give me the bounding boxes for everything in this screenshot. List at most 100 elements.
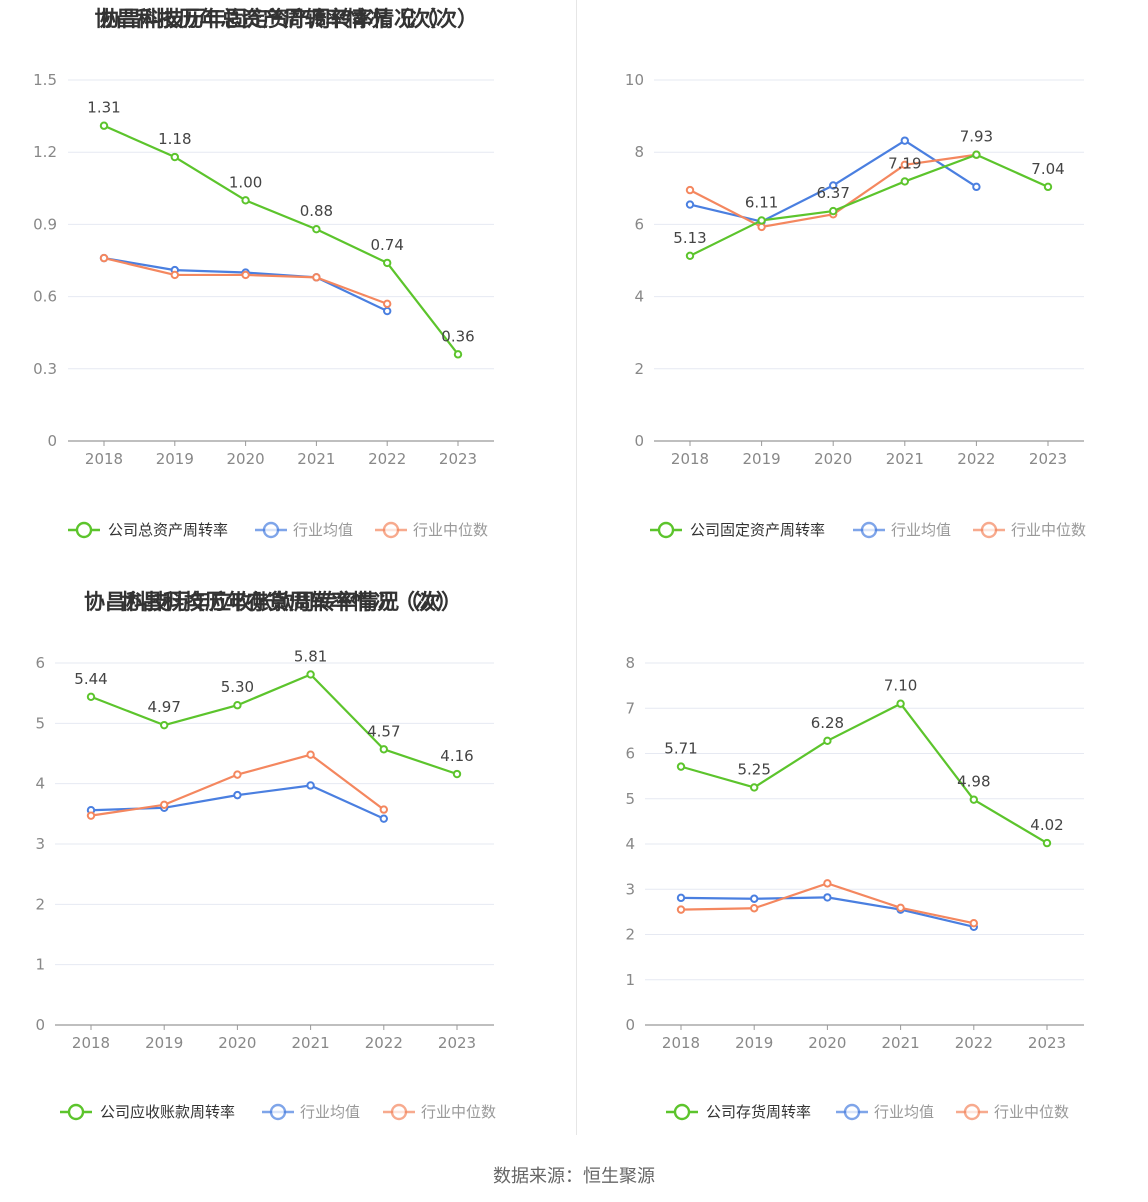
data-point-company bbox=[1043, 182, 1053, 192]
chart-canvas: 协昌科技历年存货周转率情况（次） 0 1 2 3 4 5 6 7 8 2018 2019 2020 202… bbox=[121, 590, 1084, 1121]
chart-canvas: 协昌科技历年固定资产周转率情况（次） 0 2 4 6 8 10 2018 2019 2020 202… bbox=[100, 7, 1086, 539]
y-tick-label: 5 bbox=[625, 790, 635, 808]
data-point-industry-median bbox=[170, 270, 180, 280]
y-tick-label: 1 bbox=[625, 971, 635, 989]
data-point-company bbox=[379, 745, 388, 754]
data-point-industry-avg bbox=[306, 781, 315, 790]
data-point-industry-avg bbox=[383, 306, 392, 316]
x-tick-label: 2023 bbox=[1028, 1034, 1066, 1052]
legend-marker-industry-median bbox=[390, 1103, 408, 1121]
data-point-industry-avg bbox=[972, 182, 981, 192]
y-tick-label: 1.5 bbox=[33, 71, 57, 89]
y-tick-label: 0 bbox=[47, 432, 57, 450]
chart-canvas: 协昌科技历年总资产周转率情况（次） 0 0.3 0.6 0.9 1.2 1.5 2018 201… bbox=[33, 7, 494, 539]
legend-label-company: 公司总资产周转率 bbox=[108, 521, 228, 539]
data-label: 5.81 bbox=[294, 647, 327, 665]
x-tick-label: 2022 bbox=[368, 450, 406, 468]
legend-marker-industry-avg bbox=[860, 521, 878, 539]
data-point-company bbox=[829, 206, 838, 216]
data-label: 1.00 bbox=[229, 173, 262, 191]
data-point-company bbox=[453, 350, 463, 359]
data-label: 1.31 bbox=[87, 99, 120, 117]
x-tick-label: 2018 bbox=[671, 450, 709, 468]
legend-marker-company bbox=[67, 1103, 85, 1121]
data-point-industry-median bbox=[750, 904, 759, 913]
chart-svg: 协昌科技历年存货周转率情况（次） 0 1 2 3 4 5 6 7 8 2018 2019 2020 202… bbox=[121, 590, 1084, 1121]
legend-marker-industry-median bbox=[963, 1103, 981, 1121]
y-tick-label: 0.6 bbox=[33, 288, 57, 306]
data-label: 5.30 bbox=[221, 678, 254, 696]
panel-divider bbox=[576, 0, 577, 1135]
data-point-industry-avg bbox=[750, 894, 759, 903]
legend-label-company: 公司应收账款周转率 bbox=[100, 1103, 235, 1121]
chart-canvas: 协昌科技历年应收账款周转率情况（次） 0 1 2 3 4 5 6 2018 2019 2020 202… bbox=[35, 590, 496, 1121]
data-point-company bbox=[676, 762, 686, 771]
series-line-industry-avg bbox=[680, 896, 975, 928]
chart-title: 协昌科技历年存货周转率情况（次） bbox=[121, 590, 457, 614]
chart-title: 协昌科技历年应收账款周转率情况（次） bbox=[84, 590, 462, 614]
legend-label-industry-avg: 行业均值 bbox=[293, 521, 353, 539]
chart-receivables-turnover: 协昌科技历年应收账款周转率情况（次） 0 1 2 3 4 5 6 2018 2019 2020 202… bbox=[0, 582, 574, 1164]
legend-marker-industry-median bbox=[382, 521, 400, 539]
data-point-industry-median bbox=[383, 299, 392, 309]
y-tick-label: 6 bbox=[625, 745, 635, 763]
data-point-industry-median bbox=[86, 811, 96, 820]
y-tick-label: 1 bbox=[35, 956, 45, 974]
chart-svg: 协昌科技历年固定资产周转率情况（次） 0 2 4 6 8 10 2018 2019 2020 202… bbox=[100, 7, 1086, 539]
series-line-industry-avg bbox=[90, 784, 385, 820]
y-tick-label: 5 bbox=[35, 714, 45, 732]
data-label: 7.04 bbox=[1031, 160, 1064, 178]
data-point-company bbox=[900, 177, 909, 186]
data-point-industry-median bbox=[312, 273, 321, 282]
data-label: 5.13 bbox=[673, 229, 706, 247]
legend-label-industry-avg: 行业均值 bbox=[891, 521, 951, 539]
data-label: 7.93 bbox=[960, 128, 993, 146]
data-point-company bbox=[160, 720, 169, 730]
data-point-company bbox=[99, 121, 109, 130]
data-point-industry-avg bbox=[676, 893, 686, 903]
data-point-industry-avg bbox=[900, 136, 909, 145]
x-tick-label: 2021 bbox=[886, 450, 924, 468]
y-tick-label: 2 bbox=[634, 360, 644, 378]
x-tick-label: 2022 bbox=[955, 1034, 993, 1052]
data-point-industry-median bbox=[99, 253, 109, 263]
data-point-industry-avg bbox=[823, 893, 832, 902]
data-label: 6.11 bbox=[745, 193, 778, 211]
x-tick-label: 2021 bbox=[882, 1034, 920, 1052]
data-label: 4.02 bbox=[1030, 816, 1063, 834]
legend-label-industry-median: 行业中位数 bbox=[1011, 521, 1086, 539]
y-tick-label: 2 bbox=[35, 895, 45, 913]
y-tick-label: 1.2 bbox=[33, 143, 57, 161]
y-tick-label: 4 bbox=[634, 288, 644, 306]
x-tick-label: 2023 bbox=[1029, 450, 1067, 468]
y-tick-label: 8 bbox=[634, 143, 644, 161]
x-tick-label: 2022 bbox=[957, 450, 995, 468]
data-label: 6.28 bbox=[811, 714, 844, 732]
data-point-industry-median bbox=[233, 770, 242, 779]
data-point-industry-median bbox=[160, 800, 169, 809]
data-point-company bbox=[823, 736, 832, 746]
legend-label-company: 公司固定资产周转率 bbox=[690, 521, 825, 539]
chart-total-asset-turnover: 协昌科技历年总资产周转率情况（次） 0 0.3 0.6 0.9 1.2 1.5 2018 201… bbox=[0, 0, 574, 582]
y-tick-label: 3 bbox=[35, 835, 45, 853]
y-tick-label: 3 bbox=[625, 880, 635, 898]
y-tick-label: 4 bbox=[35, 775, 45, 793]
data-label: 4.97 bbox=[147, 698, 180, 716]
data-point-company bbox=[383, 258, 392, 268]
legend-label-industry-avg: 行业均值 bbox=[300, 1103, 360, 1121]
data-point-industry-median bbox=[306, 750, 315, 759]
x-tick-label: 2019 bbox=[735, 1034, 773, 1052]
data-point-company bbox=[972, 150, 981, 159]
chart-fixed-asset-turnover: 协昌科技历年固定资产周转率情况（次） 0 2 4 6 8 10 2018 2019 2020 202… bbox=[100, 0, 1148, 582]
chart-title: 协昌科技历年固定资产周转率情况（次） bbox=[100, 7, 478, 31]
chart-svg: 协昌科技历年应收账款周转率情况（次） 0 1 2 3 4 5 6 2018 2019 2020 202… bbox=[35, 590, 496, 1121]
legend-marker-industry-avg bbox=[269, 1103, 287, 1121]
chart-title: 协昌科技历年总资产周转率情况（次） bbox=[95, 7, 452, 31]
data-label: 5.25 bbox=[737, 760, 770, 778]
y-tick-label: 6 bbox=[35, 654, 45, 672]
data-point-company bbox=[86, 692, 96, 701]
chart-svg: 协昌科技历年总资产周转率情况（次） 0 0.3 0.6 0.9 1.2 1.5 2018 201… bbox=[33, 7, 494, 539]
legend-label-industry-median: 行业中位数 bbox=[421, 1103, 496, 1121]
x-tick-label: 2020 bbox=[227, 450, 265, 468]
series-line-industry-avg bbox=[103, 257, 388, 313]
